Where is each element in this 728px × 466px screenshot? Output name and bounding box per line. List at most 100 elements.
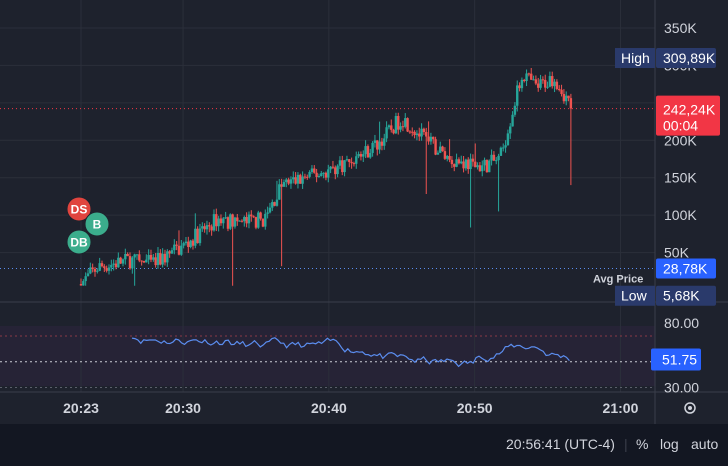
indicator-value-box: [651, 348, 701, 371]
candle-body: [392, 129, 395, 134]
candle-body: [303, 176, 307, 178]
candle-body: [205, 225, 209, 230]
high-label-box: [656, 48, 716, 69]
candle-body: [439, 146, 442, 153]
candle-body: [126, 253, 129, 257]
marker-label: DS: [71, 203, 88, 217]
candle-body: [154, 257, 157, 266]
candle-body: [548, 76, 552, 87]
candle-body: [292, 177, 295, 180]
indicator-axis[interactable]: 80.00 30.00: [664, 315, 699, 395]
candle-body: [299, 174, 302, 184]
candle-body: [268, 207, 272, 213]
candle-body: [301, 176, 304, 184]
price-tick-label: 150K: [664, 170, 697, 186]
gear-icon[interactable]: [684, 402, 696, 414]
candle-body: [275, 199, 279, 206]
candle-body: [362, 154, 365, 157]
candle-body: [79, 284, 83, 286]
candle-body: [331, 166, 335, 168]
time-axis[interactable]: 20:23 20:30 20:40 20:50 21:00: [63, 400, 638, 416]
candle-body: [436, 152, 440, 155]
candle-body: [350, 162, 353, 164]
candle-body: [175, 244, 178, 246]
candle-body: [504, 145, 507, 148]
candle-body: [310, 168, 314, 172]
candle-body: [413, 131, 416, 136]
candle-body: [443, 151, 447, 159]
low-label-value: 5,68K: [663, 288, 700, 304]
marker-b[interactable]: [84, 211, 110, 237]
candle-body: [98, 263, 101, 271]
price-pane[interactable]: [0, 0, 655, 300]
candle-body: [231, 214, 234, 227]
price-axis[interactable]: 350K300K250K200K150K100K50K: [664, 20, 697, 261]
candle-body: [565, 95, 568, 102]
candle-body: [191, 240, 195, 246]
candle-body: [448, 155, 451, 160]
candle-body: [441, 146, 444, 152]
candle-body: [567, 95, 570, 99]
indicator-value: 51.75: [662, 352, 697, 368]
marker-db[interactable]: [66, 229, 92, 255]
candle-body: [390, 125, 393, 130]
candle-body: [236, 217, 239, 222]
candle-body: [418, 133, 421, 137]
candle-body: [546, 86, 549, 88]
candle-body: [285, 179, 288, 183]
candle-body: [455, 159, 458, 167]
candle-body: [434, 139, 437, 155]
candle-body: [467, 159, 470, 170]
candle-body: [490, 154, 493, 161]
candle-body: [450, 159, 454, 165]
candle-body: [485, 159, 489, 173]
candle-body: [103, 266, 106, 269]
candle-body: [366, 146, 370, 158]
price-tick-label: 100K: [664, 207, 697, 223]
time-tick-label: 20:40: [311, 400, 347, 416]
candle-body: [497, 155, 500, 161]
trade-markers[interactable]: DS B DB: [66, 196, 110, 255]
marker-ds[interactable]: [66, 196, 92, 222]
log-toggle[interactable]: log: [660, 436, 679, 452]
candle-body: [210, 226, 213, 231]
candle-body: [212, 214, 216, 231]
auto-toggle[interactable]: auto: [691, 436, 719, 452]
high-label-value: 309,89K: [663, 50, 716, 66]
candle-body: [534, 79, 538, 84]
candle-body: [271, 202, 274, 208]
candle-body: [264, 213, 267, 227]
time-tick-label: 20:23: [63, 400, 99, 416]
percent-toggle[interactable]: %: [636, 436, 649, 452]
high-title-box: [615, 48, 655, 69]
candle-body: [364, 146, 367, 155]
candle-body: [138, 254, 141, 261]
time-tick-label: 20:30: [165, 400, 201, 416]
candle-body: [250, 214, 253, 217]
time-tick-label: 21:00: [603, 400, 639, 416]
indicator-tick-label: 80.00: [664, 315, 699, 331]
candle-body: [219, 218, 223, 224]
candle-body: [208, 225, 211, 227]
status-divider: |: [624, 436, 628, 452]
candle-body: [506, 133, 510, 146]
candle-body: [114, 263, 118, 268]
candle-body: [259, 212, 262, 219]
candle-body: [541, 79, 545, 81]
candle-body: [387, 125, 391, 128]
candle-body: [348, 159, 351, 163]
indicator-series-line: [131, 337, 570, 368]
candle-body: [429, 136, 433, 142]
candle-body: [336, 165, 339, 175]
candle-body: [488, 160, 491, 173]
candle-body: [385, 127, 388, 139]
candle-body: [168, 251, 171, 254]
candle-body: [252, 216, 255, 218]
candle-body: [278, 184, 281, 200]
candle-body: [177, 245, 181, 255]
candle-body: [376, 140, 379, 150]
candle-body: [182, 243, 185, 246]
candle-body: [294, 177, 297, 184]
candle-body: [569, 98, 573, 109]
